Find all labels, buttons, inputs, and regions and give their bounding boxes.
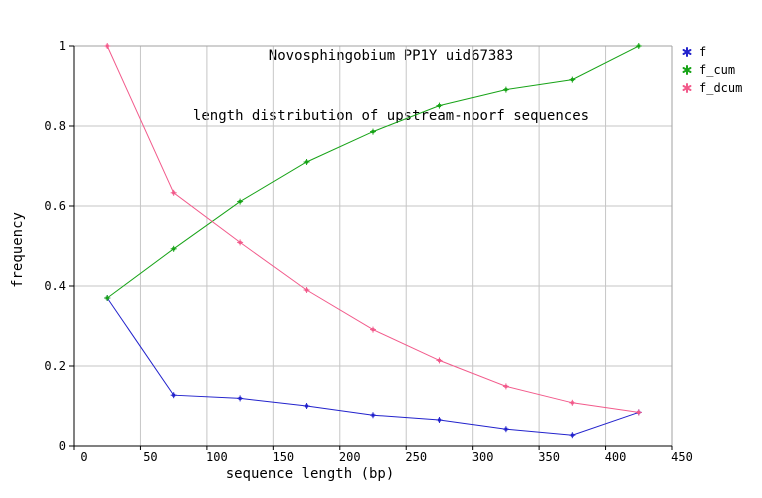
x-tick-label: 300 (472, 450, 494, 464)
y-tick-label: 0.8 (44, 119, 66, 133)
y-tick-label: 0 (59, 439, 66, 453)
x-tick-label: 250 (405, 450, 427, 464)
chart-title: Novosphingobium PP1Y uid67383 (268, 48, 514, 64)
x-tick-label: 200 (339, 450, 361, 464)
legend-marker-f_cum (682, 67, 692, 73)
series-f_dcum-line (106, 45, 639, 413)
y-tick-label: 1 (59, 39, 66, 53)
legend-marker-f_dcum (682, 85, 692, 91)
x-tick-label: 350 (538, 450, 560, 464)
series-f_cum-line (106, 45, 640, 299)
legend-label-f_cum: f_cum (699, 63, 735, 77)
y-tick-label: 0.2 (44, 359, 66, 373)
x-tick-label: 400 (605, 450, 627, 464)
x-tick-label: 0 (80, 450, 87, 464)
x-tick-label: 50 (143, 450, 157, 464)
chart-subtitle: length distribution of upstream-noorf se… (192, 108, 590, 124)
x-axis-label: sequence length (bp) (225, 466, 395, 482)
x-tick-label: 100 (206, 450, 228, 464)
legend-label-f_dcum: f_dcum (699, 81, 742, 95)
y-tick-label: 0.6 (44, 199, 66, 213)
x-tick-label: 450 (671, 450, 693, 464)
x-tick-label: 150 (272, 450, 294, 464)
legend-marker-f (682, 49, 692, 55)
chart-titles: Novosphingobium PP1Y uid67383 length dis… (20, 6, 762, 166)
legend-label-f: f (699, 45, 706, 59)
y-tick-label: 0.4 (44, 279, 66, 293)
